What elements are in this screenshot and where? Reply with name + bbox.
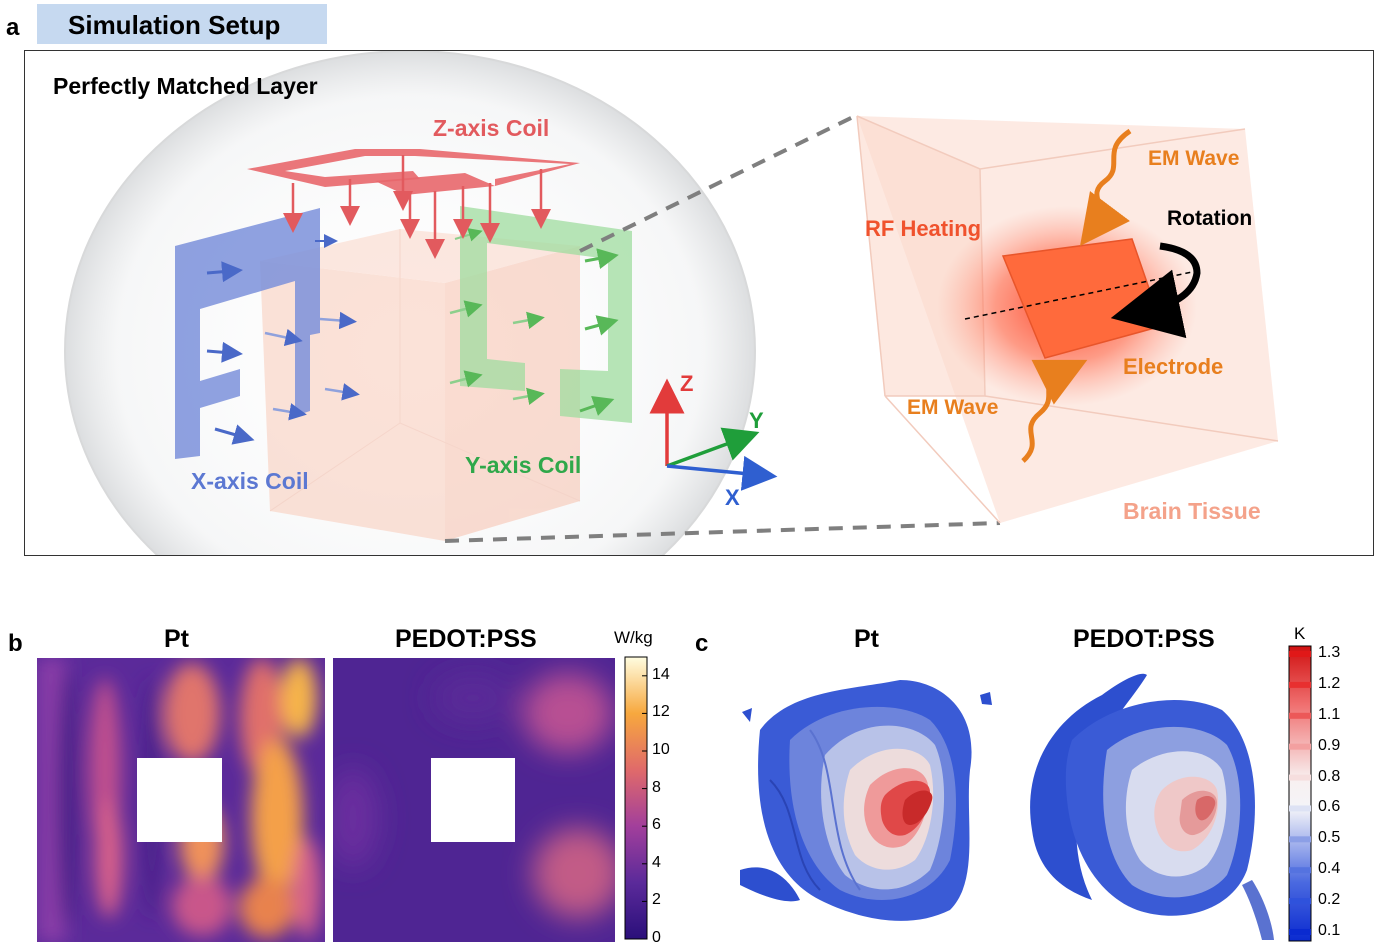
colorbar-b-tick-label: 14: [652, 665, 670, 683]
colorbar-b-tick-label: 10: [652, 741, 670, 758]
colorbar-c-tick-label: 0.8: [1318, 767, 1341, 785]
colorbar-c-tick-label: 0.9: [1318, 736, 1341, 754]
em-wave-bottom-label: EM Wave: [907, 396, 999, 419]
x-coil-label: X-axis Coil: [191, 468, 309, 494]
colorbar-b: [624, 656, 648, 940]
rf-heating-label: RF Heating: [865, 216, 982, 241]
axis-z-label: Z: [680, 371, 694, 396]
colorbar-c-band: [1289, 929, 1311, 935]
colorbar-c-unit: K: [1294, 624, 1306, 643]
colorbar-c-tick-label: 0.6: [1318, 798, 1341, 816]
colorbar-c-band: [1289, 805, 1311, 812]
panel-b-title-pt: Pt: [164, 625, 189, 653]
simulation-setup-diagram: [64, 51, 1279, 555]
panel-c-letter: c: [695, 630, 709, 657]
colorbar-c-band: [1289, 681, 1311, 688]
sar-map-pt: [37, 658, 325, 942]
colorbar-c-band: [1289, 867, 1311, 874]
colorbar-b-tick-label: 12: [652, 703, 670, 721]
panel-a-letter: a: [6, 14, 20, 41]
colorbar-c-tick-label: 1.2: [1318, 674, 1341, 692]
pml-label: Perfectly Matched Layer: [53, 73, 318, 99]
temperature-isosurface-pt: [740, 680, 992, 921]
em-wave-top-arrow: [1080, 128, 1132, 247]
z-axis-coil: [247, 149, 580, 259]
panel-c-title-pt: Pt: [854, 625, 879, 653]
colorbar-b-tick-label: 2: [652, 891, 661, 909]
colorbar-c-tick-label: 1.3: [1318, 644, 1341, 661]
axis-y-label: Y: [749, 408, 764, 433]
colorbar-c-tick-label: 1.1: [1318, 705, 1341, 723]
colorbar-c-band: [1289, 774, 1311, 781]
axis-x-label: X: [725, 485, 740, 510]
electrode-hole-pt: [137, 758, 222, 842]
temperature-isosurface-pedot: [1030, 673, 1274, 940]
colorbar-c-tick-label: 0.2: [1318, 891, 1341, 909]
y-coil-label: Y-axis Coil: [465, 452, 582, 478]
electrode-hole-pedot: [431, 758, 515, 842]
colorbar-b-tick-label: 6: [652, 816, 661, 834]
colorbar-c-band: [1289, 651, 1311, 657]
x-axis-coil: [175, 208, 360, 459]
colorbar-b-tick-label: 4: [652, 853, 661, 871]
colorbar-b-unit: W/kg: [614, 628, 653, 647]
section-title-box: [37, 4, 327, 44]
colorbar-b-tick-label: 0: [652, 929, 661, 946]
panel-c-title-pedot: PEDOT:PSS: [1073, 625, 1215, 653]
colorbar-c-tick-label: 0.4: [1318, 860, 1341, 878]
rotation-axis: [964, 270, 1198, 320]
colorbar-c-band: [1289, 836, 1311, 843]
colorbar-c-band: [1289, 743, 1311, 750]
colorbar-c-band: [1289, 898, 1311, 905]
zoom-line-bottom: [444, 521, 1001, 543]
panel-b-title-pedot: PEDOT:PSS: [395, 625, 537, 653]
coordinate-axes: [649, 378, 778, 491]
z-coil-label: Z-axis Coil: [433, 115, 550, 141]
colorbar-c-tick-label: 0.5: [1318, 829, 1341, 847]
em-wave-top-label: EM Wave: [1148, 147, 1240, 170]
simulation-setup-frame: Perfectly Matched Layer Z-axis Coil X-ax…: [24, 50, 1374, 556]
electrode-label: Electrode: [1123, 354, 1224, 379]
panel-b-letter: b: [8, 630, 23, 657]
colorbar-c-tick-label: 0.1: [1318, 922, 1341, 939]
section-title: Simulation Setup: [68, 10, 281, 40]
rotation-arrow: [1110, 242, 1201, 339]
zoom-line-top: [579, 114, 856, 253]
sar-map-pedot: [333, 658, 615, 942]
brain-tissue-label: Brain Tissue: [1123, 498, 1261, 524]
colorbar-c: [1288, 645, 1312, 942]
colorbar-c-band: [1289, 712, 1311, 719]
em-wave-bottom-arrow: [1021, 359, 1088, 463]
colorbar-b-tick-label: 8: [652, 778, 661, 796]
rotation-label: Rotation: [1167, 207, 1253, 230]
